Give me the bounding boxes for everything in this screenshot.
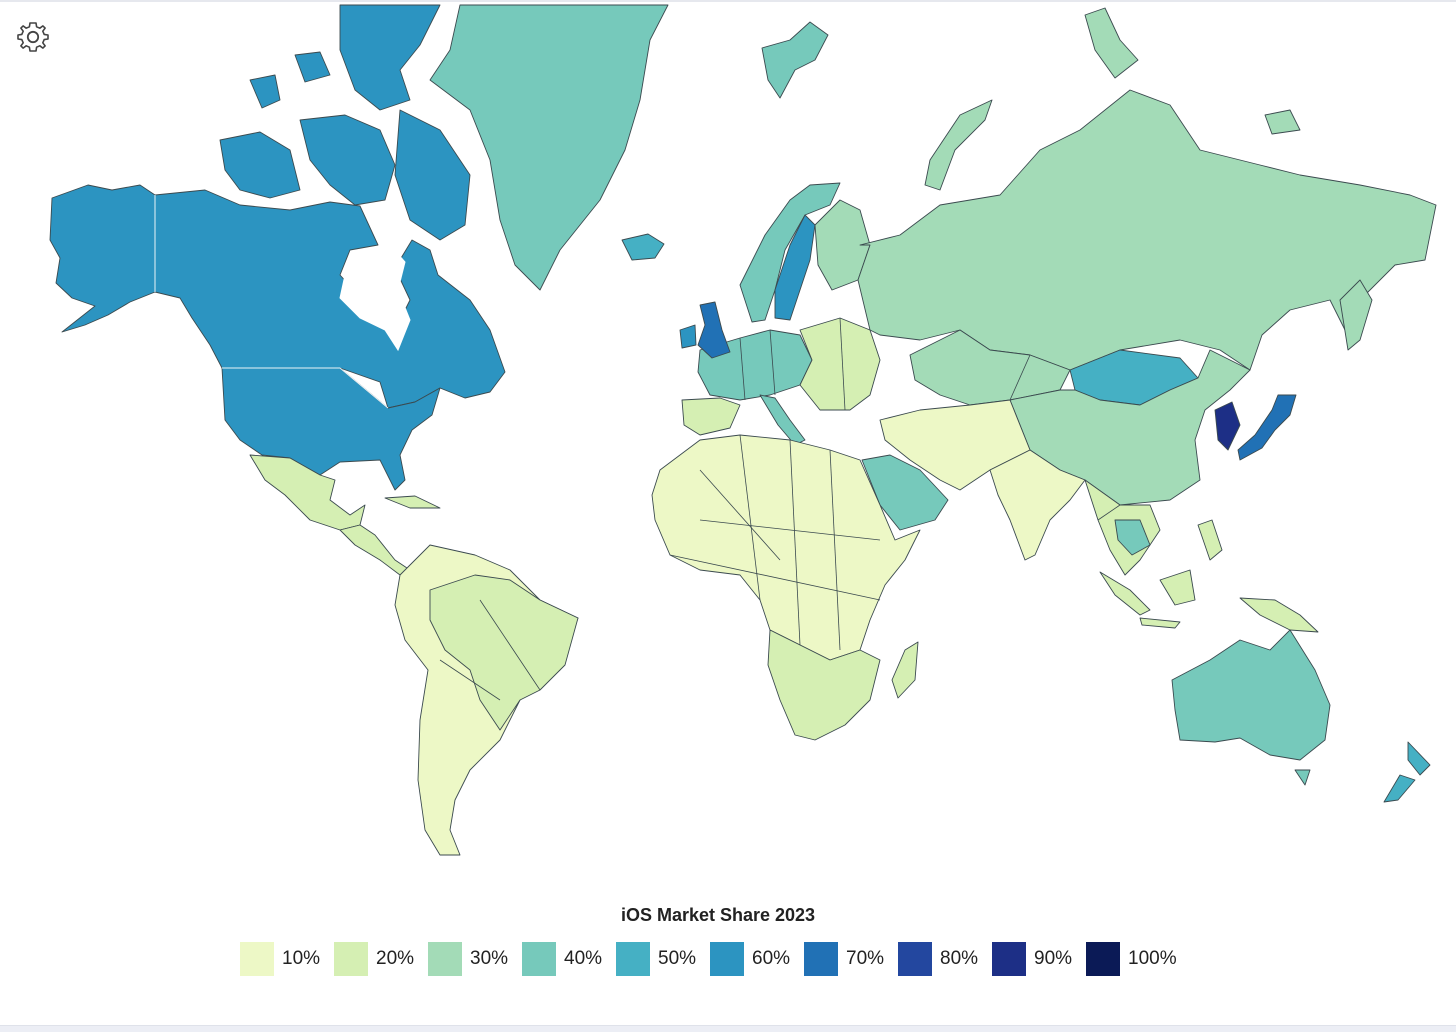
legend-item[interactable]: 50% <box>616 942 710 976</box>
region-united-kingdom[interactable] <box>697 301 731 359</box>
region-eastern-europe[interactable] <box>799 317 881 411</box>
settings-button[interactable] <box>14 18 52 56</box>
top-divider <box>0 0 1456 2</box>
bottom-divider <box>0 1025 1456 1032</box>
region-italy[interactable] <box>759 394 806 446</box>
region-cuba[interactable] <box>384 495 441 509</box>
region-southern-africa[interactable] <box>767 629 881 741</box>
region-japan[interactable] <box>1237 394 1297 461</box>
region-franz-josef[interactable] <box>1084 7 1139 79</box>
legend-swatch <box>522 942 556 976</box>
legend-swatch <box>992 942 1026 976</box>
region-brazil[interactable] <box>429 574 579 731</box>
region-sweden[interactable] <box>774 214 816 321</box>
legend-item[interactable]: 10% <box>240 942 334 976</box>
region-thailand-cambodia[interactable] <box>1114 519 1151 556</box>
legend-label: 100% <box>1128 948 1177 969</box>
legend-swatch <box>1086 942 1120 976</box>
region-borneo[interactable] <box>1159 569 1196 606</box>
region-ireland[interactable] <box>679 324 697 349</box>
legend-label: 70% <box>846 948 885 969</box>
region-norway[interactable] <box>739 182 841 323</box>
region-svalbard[interactable] <box>761 21 829 99</box>
region-kamchatka[interactable] <box>1339 279 1373 351</box>
region-saudi-arabia[interactable] <box>861 454 949 531</box>
region-new-zealand-south[interactable] <box>1383 774 1416 803</box>
region-alaska[interactable] <box>49 184 156 333</box>
legend-label: 20% <box>376 948 415 969</box>
region-madagascar[interactable] <box>891 641 919 699</box>
legend-swatch <box>334 942 368 976</box>
region-india[interactable] <box>989 449 1086 561</box>
world-map[interactable] <box>0 0 1456 900</box>
legend-label: 40% <box>564 948 603 969</box>
chart-title: iOS Market Share 2023 <box>620 905 816 925</box>
region-canada-arctic-3[interactable] <box>339 4 441 111</box>
legend-label: 60% <box>752 948 791 969</box>
legend-swatch <box>804 942 838 976</box>
region-united-states[interactable] <box>221 367 441 491</box>
region-new-siberia[interactable] <box>1264 109 1301 135</box>
legend-item[interactable]: 90% <box>992 942 1086 976</box>
legend-label: 90% <box>1034 948 1073 969</box>
region-mexico[interactable] <box>249 454 366 531</box>
region-canada-arctic-5[interactable] <box>249 74 281 109</box>
legend-swatch <box>240 942 274 976</box>
region-philippines[interactable] <box>1197 519 1223 561</box>
legend-swatch <box>616 942 650 976</box>
region-java[interactable] <box>1139 617 1181 629</box>
legend-swatch <box>710 942 744 976</box>
legend-label: 80% <box>940 948 979 969</box>
region-canada-arctic-4[interactable] <box>394 109 471 241</box>
region-canada-arctic-2[interactable] <box>299 114 396 206</box>
region-korea[interactable] <box>1214 401 1241 451</box>
region-iceland[interactable] <box>621 233 665 261</box>
region-central-america[interactable] <box>339 524 411 576</box>
region-australia[interactable] <box>1171 629 1331 761</box>
region-new-guinea[interactable] <box>1239 597 1319 633</box>
legend-item[interactable]: 80% <box>898 942 992 976</box>
region-canada-arctic-6[interactable] <box>294 51 331 83</box>
legend-swatch <box>428 942 462 976</box>
legend-label: 10% <box>282 948 321 969</box>
region-indonesia[interactable] <box>1099 571 1151 616</box>
legend-item[interactable]: 40% <box>522 942 616 976</box>
legend-item[interactable]: 20% <box>334 942 428 976</box>
legend-item[interactable]: 70% <box>804 942 898 976</box>
region-iberia[interactable] <box>681 397 741 436</box>
legend-swatch <box>898 942 932 976</box>
legend-item[interactable]: 60% <box>710 942 804 976</box>
legend-item[interactable]: 30% <box>428 942 522 976</box>
region-greenland[interactable] <box>429 4 669 291</box>
region-russia-novaya-zemlya[interactable] <box>924 99 993 191</box>
region-canada-arctic[interactable] <box>219 131 301 199</box>
legend-item[interactable]: 100% <box>1086 942 1180 976</box>
legend-label: 50% <box>658 948 697 969</box>
region-tasmania[interactable] <box>1294 769 1311 786</box>
gear-icon <box>17 22 49 52</box>
color-legend: 10% 20% 30% 40% 50% 60% 70% 80% 90% 100% <box>240 942 1180 976</box>
region-new-zealand[interactable] <box>1407 741 1431 776</box>
legend-label: 30% <box>470 948 509 969</box>
